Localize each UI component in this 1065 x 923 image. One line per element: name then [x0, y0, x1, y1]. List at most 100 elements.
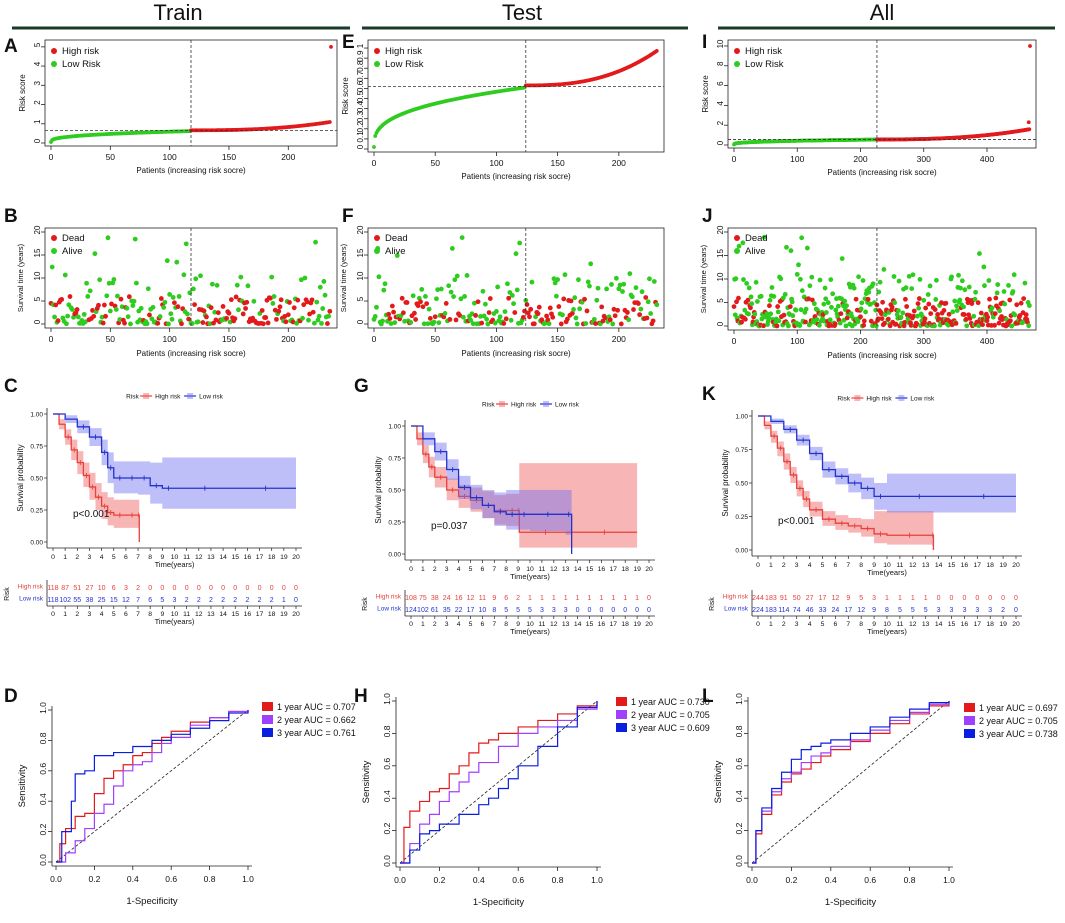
x-tick-label: 1	[769, 562, 773, 569]
alive-point	[551, 276, 557, 282]
table-cell-high: 1	[588, 595, 592, 602]
table-x-tick-label: 15	[586, 621, 594, 628]
alive-point	[591, 316, 597, 322]
dead-point	[922, 316, 928, 322]
dead-point	[386, 311, 392, 317]
alive-point	[321, 279, 327, 284]
alive-point	[962, 287, 968, 293]
alive-point	[508, 317, 514, 323]
alive-point	[906, 273, 912, 279]
table-cell-high: 0	[1001, 595, 1005, 602]
dead-point	[992, 311, 998, 316]
x-axis-label: Time(years)	[867, 568, 907, 577]
table-cell-high: 0	[148, 585, 152, 592]
km-panel-g: 0.000.250.500.751.000 1 2 3 4 5 6 7 8 9 10 11 12 13 14…	[362, 401, 655, 636]
dead-point	[524, 302, 530, 307]
alive-point	[157, 314, 163, 319]
table-cell-low: 5	[516, 607, 520, 614]
x-axis-label: Patients (increasing risk socre)	[136, 166, 246, 175]
alive-point	[190, 286, 196, 292]
risk-outlier-point	[1028, 44, 1032, 48]
alive-point	[986, 278, 992, 283]
alive-point	[451, 294, 456, 299]
risk-score-panel-e: 00.10.20.30.40.50.60.70.80.910 50 100 150 20…	[341, 39, 665, 181]
table-y-label: Risk	[4, 587, 11, 601]
alive-point	[759, 316, 765, 322]
alive-point	[863, 309, 868, 315]
table-x-tick-label: 8	[859, 621, 863, 628]
legend-label-low: Low risk	[555, 402, 580, 409]
x-tick-label: 0.4	[127, 874, 139, 884]
y-tick-label: 5	[716, 298, 725, 303]
alive-point	[995, 282, 1001, 287]
x-tick-label: 200	[612, 158, 626, 168]
alive-point	[319, 320, 324, 326]
y-axis-label: Survival time (years)	[699, 244, 708, 313]
dead-point	[882, 320, 887, 326]
alive-point	[744, 281, 750, 286]
y-tick-label: 0.8	[382, 725, 392, 737]
alive-point	[511, 301, 516, 307]
table-cell-high: 0	[937, 595, 941, 602]
km-curve-high-risk	[53, 413, 140, 542]
x-tick-label: 13	[922, 562, 930, 569]
x-tick-label: 5	[112, 554, 116, 561]
risk-point	[373, 134, 378, 138]
x-tick-label: 17	[610, 566, 618, 573]
alive-point	[251, 298, 257, 304]
alive-point	[423, 294, 428, 299]
alive-point	[485, 321, 491, 327]
x-tick-label: 300	[917, 336, 931, 346]
table-cell-high: 0	[233, 585, 237, 592]
dead-point	[787, 304, 793, 310]
dead-point	[832, 321, 838, 327]
legend-label-3-year: 3 year AUC = 0.761	[277, 728, 356, 738]
x-tick-label: 8	[504, 566, 508, 573]
table-cell-high: 17	[819, 595, 827, 602]
x-axis-label: 1-Specificity	[825, 897, 876, 908]
table-x-tick-label: 6	[481, 621, 485, 628]
alive-point	[83, 319, 88, 325]
table-cell-low: 8	[492, 607, 496, 614]
table-cell-high: 9	[492, 595, 496, 602]
y-tick-label: 0.4	[382, 790, 392, 802]
alive-point	[408, 320, 414, 325]
alive-point	[85, 294, 91, 299]
legend-label-high: High risk	[511, 402, 537, 409]
alive-point	[576, 277, 581, 283]
alive-point	[234, 282, 240, 288]
legend-label-alive: Alive	[385, 246, 406, 257]
legend-label-low: Low risk	[199, 394, 224, 401]
dead-point	[631, 307, 636, 312]
km-panel-c: 0.000.250.500.751.000 1 2 3 4 5 6 7 8 9 10 11 12 13 14…	[4, 393, 302, 626]
alive-point	[374, 304, 379, 310]
dead-point	[100, 320, 106, 326]
dead-point	[287, 300, 292, 305]
legend-swatch-3-year	[262, 728, 273, 737]
x-tick-label: 6	[834, 562, 838, 569]
alive-point	[552, 280, 558, 286]
x-tick-label: 0	[372, 158, 377, 168]
legend-marker-alive	[51, 248, 57, 254]
alive-point	[588, 261, 594, 267]
dead-point	[420, 304, 426, 310]
legend-swatch-1-year	[616, 697, 627, 706]
x-tick-label: 0.0	[746, 875, 758, 885]
table-cell-low: 0	[599, 607, 603, 614]
alive-point	[638, 306, 644, 312]
alive-point	[972, 296, 978, 302]
alive-point	[740, 240, 746, 246]
table-cell-high: 91	[780, 595, 788, 602]
table-cell-low: 183	[765, 607, 777, 614]
alive-point	[798, 307, 804, 313]
x-tick-label: 0	[732, 336, 737, 346]
dead-point	[265, 320, 271, 326]
alive-point	[513, 251, 519, 257]
dead-point	[224, 315, 229, 321]
alive-point	[957, 297, 963, 303]
dead-point	[53, 302, 59, 308]
dead-point	[285, 312, 291, 318]
table-cell-low: 8	[885, 607, 889, 614]
dead-point	[226, 310, 232, 316]
